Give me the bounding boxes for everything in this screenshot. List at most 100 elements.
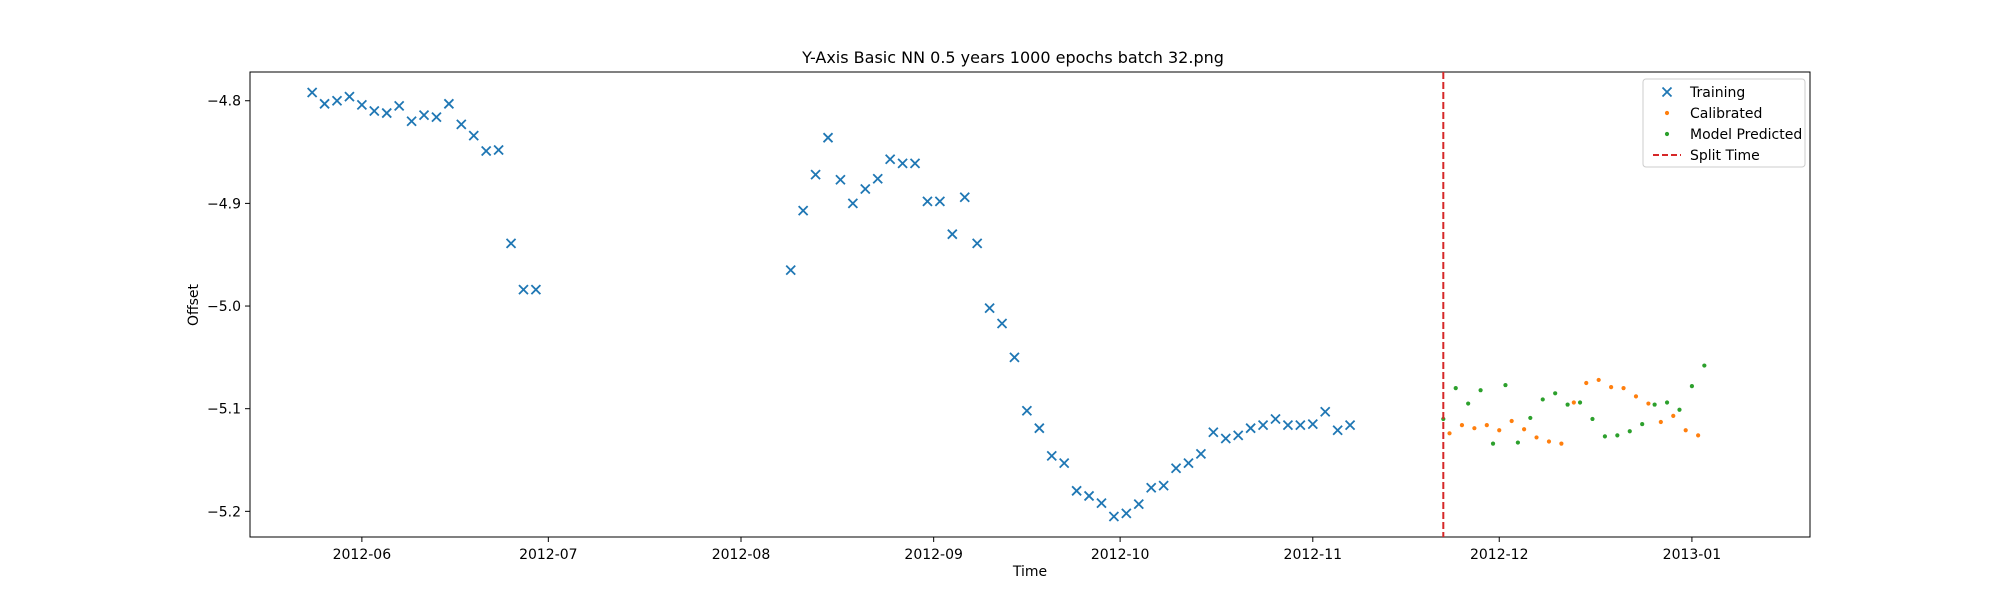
training-point — [897, 158, 908, 169]
legend-marker-model-predicted — [1664, 131, 1670, 137]
calibrated-point — [1671, 413, 1676, 418]
legend: Training Calibrated Model Predicted Split T… — [1642, 78, 1806, 168]
calibrated-point — [1546, 439, 1552, 444]
training-point — [934, 196, 946, 207]
training-point — [1158, 480, 1169, 491]
x-tick-label: 2012-07 — [519, 547, 578, 563]
model-predicted-point — [1453, 386, 1458, 391]
training-point — [381, 107, 392, 119]
training-point — [1220, 433, 1231, 444]
x-axis: 2012-06 2012-07 2012-08 2012-09 2012-10 2012-… — [333, 537, 1721, 563]
training-point — [356, 99, 368, 110]
calibrated-point — [1633, 394, 1639, 399]
training-point — [1208, 427, 1219, 438]
training-point — [456, 119, 467, 130]
x-tick-label: 2012-11 — [1284, 547, 1343, 563]
calibrated-point — [1696, 433, 1701, 438]
training-point — [1344, 419, 1356, 431]
calibrated-point — [1646, 401, 1651, 406]
legend-label-model-predicted: Model Predicted — [1690, 127, 1802, 143]
y-tick-label: −4.8 — [207, 94, 241, 110]
calibrated-point — [1534, 435, 1539, 440]
x-tick-label: 2012-10 — [1091, 547, 1150, 563]
x-tick-label: 2012-09 — [904, 547, 963, 563]
calibrated-point — [1658, 419, 1663, 425]
training-point — [369, 105, 380, 117]
training-point — [885, 154, 896, 165]
legend-box — [1642, 78, 1806, 168]
training-point — [418, 109, 430, 121]
x-axis-label: Time — [1012, 564, 1047, 580]
training-point — [1320, 406, 1331, 417]
training-point — [1170, 463, 1182, 474]
model-predicted-point — [1590, 416, 1595, 422]
training-point — [1270, 413, 1281, 425]
training-point — [1121, 508, 1132, 519]
model-predicted-point — [1515, 440, 1520, 445]
calibrated-point — [1509, 418, 1514, 424]
training-point — [785, 264, 796, 276]
model-predicted-point — [1553, 391, 1558, 396]
training-point — [922, 196, 933, 207]
training-point — [810, 169, 821, 180]
training-point — [909, 158, 921, 169]
training-point — [505, 238, 517, 249]
legend-label-training: Training — [1689, 85, 1745, 101]
training-point — [481, 145, 492, 157]
training-point — [1059, 457, 1070, 469]
training-point — [431, 112, 442, 123]
training-point — [1009, 352, 1020, 363]
training-point — [493, 144, 504, 156]
training-point — [822, 132, 834, 143]
training-point — [1034, 423, 1045, 434]
model-predicted-point — [1602, 434, 1608, 439]
training-point — [1133, 499, 1144, 510]
training-point — [1183, 457, 1194, 469]
training-point — [872, 173, 883, 184]
y-axis-label: Offset — [186, 283, 202, 326]
training-point — [319, 98, 330, 109]
model-predicted-point — [1702, 363, 1707, 368]
training-point — [1295, 419, 1306, 431]
training-point — [984, 302, 995, 314]
training-point — [972, 238, 983, 249]
training-point — [1096, 497, 1107, 509]
plot-area — [249, 71, 1811, 538]
training-point — [331, 95, 343, 106]
training-point — [443, 98, 455, 109]
x-tick-label: 2012-12 — [1470, 547, 1529, 563]
training-point — [1245, 423, 1256, 434]
training-point — [1083, 490, 1095, 502]
training-point — [344, 91, 355, 102]
calibrated-point — [1459, 423, 1465, 428]
training-point — [406, 116, 417, 127]
training-point — [1071, 485, 1082, 496]
model-predicted-point — [1466, 401, 1471, 406]
training-point — [1108, 511, 1120, 522]
model-predicted-point — [1689, 384, 1695, 389]
model-predicted-point — [1627, 429, 1632, 434]
legend-label-split-time: Split Time — [1690, 148, 1760, 164]
model-predicted-point — [1664, 400, 1670, 405]
training-point — [530, 284, 542, 295]
data-series — [307, 87, 1707, 522]
calibrated-point — [1559, 441, 1564, 446]
calibrated-point — [1609, 385, 1614, 390]
training-point — [996, 318, 1008, 329]
training-point — [1195, 448, 1207, 459]
training-point — [394, 100, 405, 112]
calibrated-point — [1484, 423, 1489, 428]
legend-label-calibrated: Calibrated — [1690, 106, 1762, 122]
training-point — [835, 174, 846, 185]
y-tick-label: −5.1 — [207, 402, 241, 418]
y-tick-label: −5.0 — [207, 299, 241, 315]
legend-marker-training — [1661, 86, 1673, 98]
training-point — [468, 130, 479, 141]
x-tick-label: 2012-06 — [333, 547, 392, 563]
training-point — [798, 205, 809, 216]
training-point — [947, 229, 958, 240]
training-point — [1257, 419, 1269, 431]
calibrated-point — [1522, 427, 1527, 432]
model-predicted-point — [1615, 433, 1620, 438]
training-point — [1046, 450, 1057, 462]
